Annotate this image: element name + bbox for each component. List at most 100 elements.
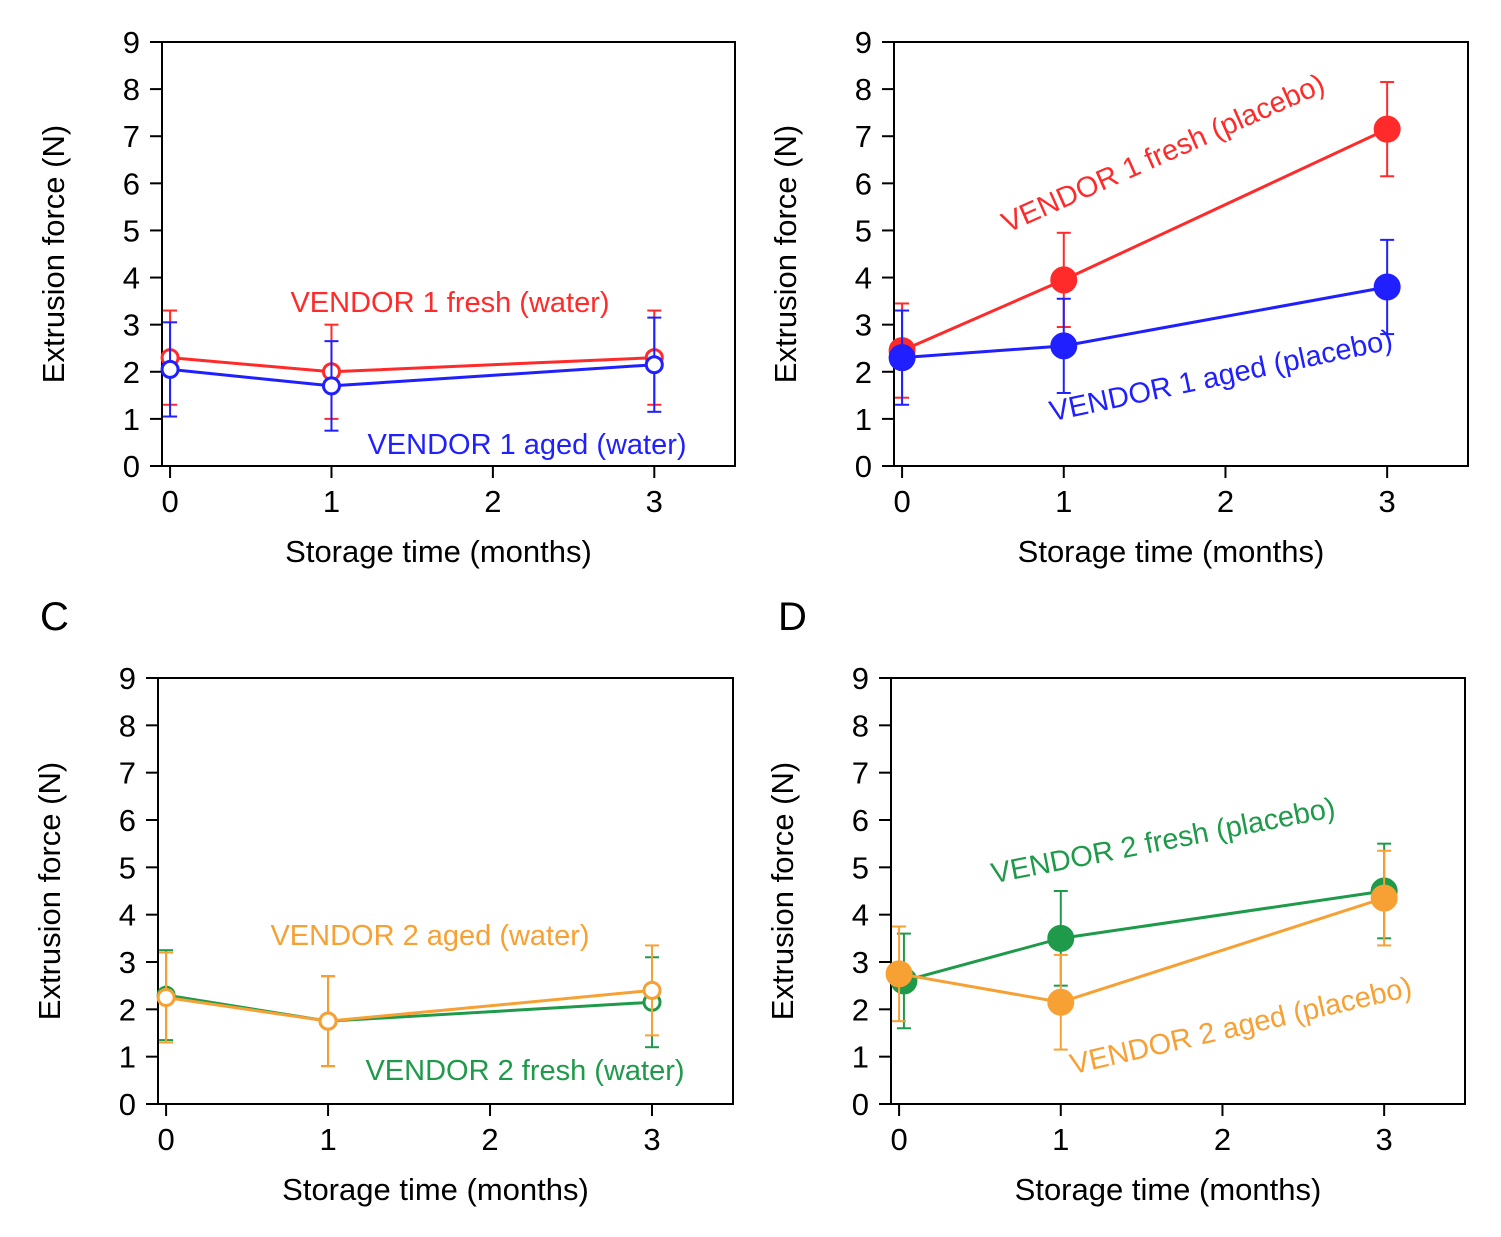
y-tick-label: 9 bbox=[123, 25, 140, 60]
y-tick-label: 4 bbox=[123, 261, 140, 296]
x-tick-label: 0 bbox=[893, 484, 910, 519]
y-tick-label: 5 bbox=[123, 213, 140, 248]
data-point bbox=[644, 355, 664, 375]
series-annotation: VENDOR 2 fresh (water) bbox=[365, 1055, 684, 1087]
y-tick-label: 5 bbox=[119, 850, 136, 885]
data-point bbox=[888, 344, 916, 372]
x-axis-title: Storage time (months) bbox=[285, 534, 592, 569]
series-2 bbox=[160, 316, 664, 432]
x-tick-label: 2 bbox=[481, 1122, 498, 1157]
data-point bbox=[1370, 884, 1398, 912]
y-tick-label: 8 bbox=[852, 708, 869, 743]
y-tick-label: 9 bbox=[855, 25, 872, 60]
y-tick-label: 0 bbox=[123, 449, 140, 484]
x-tick-label: 1 bbox=[1052, 1122, 1069, 1157]
y-tick-label: 7 bbox=[119, 756, 136, 791]
y-axis-title: Extrusion force (N) bbox=[36, 125, 71, 383]
data-point bbox=[318, 1011, 338, 1031]
data-point bbox=[160, 359, 180, 379]
y-tick-label: 9 bbox=[852, 661, 869, 696]
series-annotation: VENDOR 2 aged (placebo) bbox=[1067, 971, 1415, 1081]
y-tick-label: 8 bbox=[123, 72, 140, 107]
y-tick-label: 2 bbox=[855, 355, 872, 390]
y-tick-label: 7 bbox=[855, 119, 872, 154]
chart-panel-2: 0 1 2 3 4 5 6 7 8 9 0 1 2 3 Storage time (months) Extru… bbox=[768, 25, 1469, 569]
y-tick-label: 1 bbox=[855, 402, 872, 437]
y-tick-label: 6 bbox=[123, 166, 140, 201]
y-tick-label: 4 bbox=[855, 261, 872, 296]
y-tick-label: 2 bbox=[123, 355, 140, 390]
series-annotation: VENDOR 1 fresh (water) bbox=[290, 287, 609, 319]
y-tick-label: 2 bbox=[852, 992, 869, 1027]
y-tick-label: 6 bbox=[119, 803, 136, 838]
x-tick-label: 1 bbox=[1055, 484, 1072, 519]
y-tick-label: 5 bbox=[855, 213, 872, 248]
x-tick-label: 1 bbox=[323, 484, 340, 519]
y-tick-label: 4 bbox=[852, 898, 869, 933]
chart-panel-3: 0 1 2 3 4 5 6 7 8 9 0 1 2 3 Storage time (months) Extru… bbox=[32, 595, 734, 1207]
data-point bbox=[1373, 115, 1401, 143]
y-tick-label: 0 bbox=[855, 449, 872, 484]
y-tick-label: 0 bbox=[119, 1087, 136, 1122]
panel-letter: C bbox=[40, 595, 69, 639]
x-tick-label: 2 bbox=[1214, 1122, 1231, 1157]
series-line bbox=[898, 896, 1385, 1004]
x-tick-label: 0 bbox=[161, 484, 178, 519]
plot-frame bbox=[157, 677, 734, 1105]
y-tick-label: 6 bbox=[852, 803, 869, 838]
series-line bbox=[903, 889, 1385, 983]
y-tick-label: 1 bbox=[852, 1040, 869, 1075]
series-annotation: VENDOR 1 aged (water) bbox=[367, 429, 686, 461]
series-annotation: VENDOR 2 aged (water) bbox=[270, 920, 589, 952]
series-annotation: VENDOR 2 fresh (placebo) bbox=[989, 792, 1338, 890]
y-tick-label: 3 bbox=[123, 308, 140, 343]
x-tick-label: 2 bbox=[1217, 484, 1234, 519]
x-tick-label: 1 bbox=[319, 1122, 336, 1157]
data-point bbox=[1050, 332, 1078, 360]
y-tick-label: 3 bbox=[119, 945, 136, 980]
y-tick-label: 0 bbox=[852, 1087, 869, 1122]
panel-letter: D bbox=[778, 595, 807, 639]
y-tick-label: 9 bbox=[119, 661, 136, 696]
y-tick-label: 3 bbox=[852, 945, 869, 980]
series-2 bbox=[888, 238, 1401, 406]
series-2 bbox=[885, 849, 1398, 1051]
x-tick-label: 0 bbox=[890, 1122, 907, 1157]
y-tick-label: 7 bbox=[123, 119, 140, 154]
y-tick-label: 5 bbox=[852, 850, 869, 885]
data-point bbox=[321, 376, 341, 396]
chart-panel-1: 0 1 2 3 4 5 6 7 8 9 0 1 2 3 Storage time (months) Extru… bbox=[36, 25, 736, 569]
y-axis-title: Extrusion force (N) bbox=[768, 125, 803, 383]
data-point bbox=[1050, 266, 1078, 294]
x-tick-label: 3 bbox=[1376, 1122, 1393, 1157]
x-axis-title: Storage time (months) bbox=[1015, 1172, 1322, 1207]
plot-frame bbox=[890, 677, 1466, 1105]
y-tick-label: 6 bbox=[855, 166, 872, 201]
series-annotation: VENDOR 1 fresh (placebo) bbox=[997, 68, 1330, 239]
x-tick-label: 2 bbox=[484, 484, 501, 519]
x-tick-label: 3 bbox=[643, 1122, 660, 1157]
y-tick-label: 8 bbox=[119, 708, 136, 743]
y-tick-label: 1 bbox=[119, 1040, 136, 1075]
x-axis-title: Storage time (months) bbox=[1018, 534, 1325, 569]
series-1 bbox=[160, 309, 664, 420]
y-axis-title: Extrusion force (N) bbox=[32, 762, 67, 1020]
data-point bbox=[642, 980, 662, 1000]
data-point bbox=[156, 988, 176, 1007]
data-point bbox=[885, 960, 913, 988]
y-tick-label: 8 bbox=[855, 72, 872, 107]
data-point bbox=[1047, 988, 1075, 1016]
x-axis-title: Storage time (months) bbox=[282, 1172, 589, 1207]
series-2 bbox=[156, 944, 662, 1068]
y-tick-label: 4 bbox=[119, 898, 136, 933]
x-tick-label: 0 bbox=[157, 1122, 174, 1157]
chart-panel-4: 0 1 2 3 4 5 6 7 8 9 0 1 2 3 Storage time (months) Extru… bbox=[765, 595, 1466, 1207]
y-tick-label: 3 bbox=[855, 308, 872, 343]
y-tick-label: 7 bbox=[852, 756, 869, 791]
plot-frame bbox=[161, 41, 736, 467]
y-tick-label: 1 bbox=[123, 402, 140, 437]
y-tick-label: 2 bbox=[119, 992, 136, 1027]
data-point bbox=[1373, 273, 1401, 301]
y-axis-title: Extrusion force (N) bbox=[765, 762, 800, 1020]
